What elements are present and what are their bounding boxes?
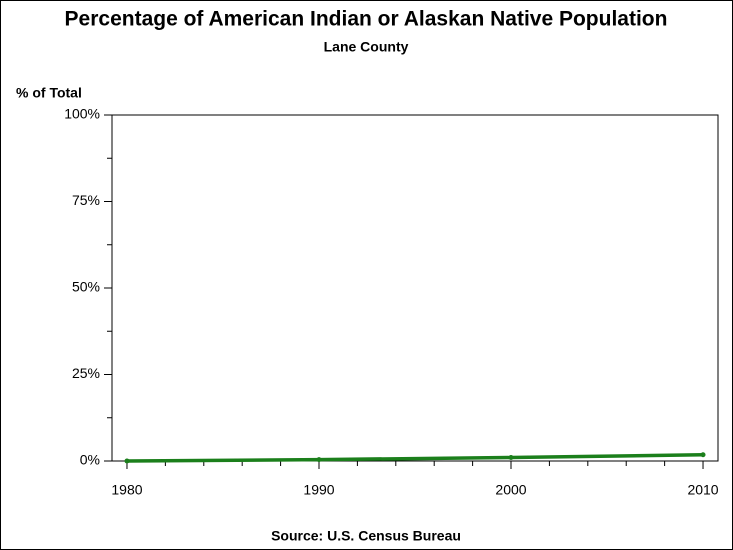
- chart-subtitle: Lane County: [324, 39, 409, 55]
- x-tick-label: 2000: [495, 482, 526, 498]
- x-tick-label: 2010: [687, 482, 718, 498]
- data-line: [126, 453, 704, 463]
- chart-title: Percentage of American Indian or Alaskan…: [65, 8, 668, 31]
- x-tick-label: 1980: [111, 482, 142, 498]
- source-note: Source: U.S. Census Bureau: [271, 528, 461, 544]
- y-axis-label: % of Total: [16, 85, 82, 101]
- data-point: [124, 458, 130, 464]
- y-tick-label: 75%: [72, 192, 100, 208]
- y-tick-label: 50%: [72, 279, 100, 295]
- data-point: [316, 457, 322, 463]
- x-tick-label: 1990: [303, 482, 334, 498]
- data-point: [700, 452, 706, 458]
- y-tick-label: 0%: [80, 452, 100, 468]
- y-tick-label: 25%: [72, 365, 100, 381]
- y-tick-label: 100%: [64, 106, 100, 122]
- data-point: [508, 455, 514, 461]
